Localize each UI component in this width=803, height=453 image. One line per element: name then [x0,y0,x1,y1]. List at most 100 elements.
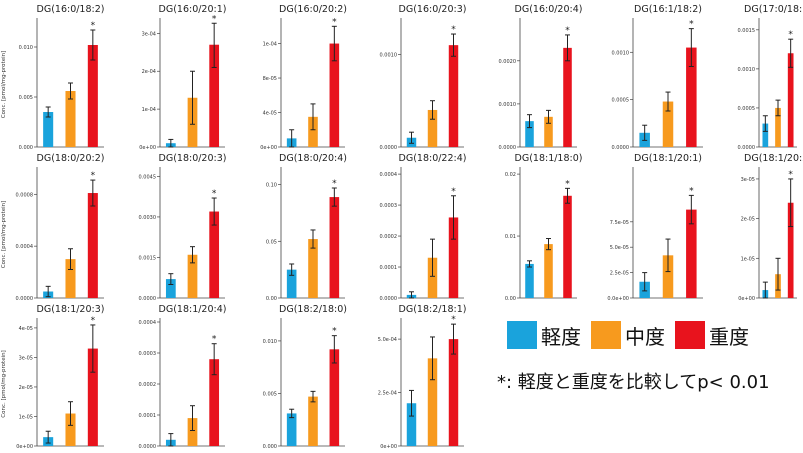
panel-title: DG(18:1/20:3) [37,304,105,315]
panel-1: DG(16:0/20:1) 0e+00 1e-04 2e-04 3e-04 * [139,4,226,151]
significance-star: * [91,21,96,31]
bar-mild [406,403,417,446]
significance-star: * [565,26,570,36]
panel-7: DG(18:0/20:2) 0.0000 0.0004 0.0008 * [16,153,105,302]
bar-moderate [65,413,76,446]
y-tick-label: 0.0003 [139,351,157,357]
bar-moderate [308,116,318,147]
legend-label-moderate: 中度 [625,324,665,349]
y-tick-label: 0.0045 [139,174,157,180]
panel-2: DG(16:0/20:2) 0e+00 4e-05 8e-05 1e-04 * [260,4,347,151]
y-tick-label: 0.0000 [380,145,398,151]
panel-15: DG(18:1/20:4) 0.0000 0.0001 0.0002 0.0003 0.0… [139,304,227,450]
significance-star: * [212,14,217,24]
bar-moderate [65,91,76,147]
significance-star: * [212,189,217,199]
legend-item-severe: 重度 [675,321,749,350]
significance-star: * [788,170,793,180]
y-tick-label: 0.0001 [139,413,157,419]
y-tick-label: 0.0004 [380,172,398,178]
y-tick-label: 0.10 [266,183,277,189]
y-tick-label: 0.05 [266,239,277,245]
panel-4: DG(16:0/20:4) 0.0000 0.0010 0.0020 * [499,4,583,151]
y-tick-label: 0.0000 [139,296,157,302]
bar-mild [286,269,297,298]
y-tick-label: 0.005 [263,391,277,397]
legend-item-moderate: 中度 [591,321,665,350]
y-tick-label: 0.0004 [16,244,34,250]
y-tick-label: 0.0008 [16,192,34,198]
y-tick-label: 8e-05 [263,76,277,82]
bar-mild [525,121,534,147]
y-tick-label: 2e-05 [19,385,33,391]
legend-swatch-moderate [591,321,621,349]
y-tick-label: 0e+00 [260,145,277,151]
bar-severe [448,339,459,446]
bar-moderate [544,244,553,298]
bar-moderate [187,254,198,298]
panel-5: DG(16:1/18:2) 0.0000 0.0005 0.0010 * [612,4,703,151]
panel-title: DG(18:1/18:0) [515,153,583,164]
panel-17: DG(18:2/18:1) 0e+00 2.5e-04 5.0e-04 * [378,304,467,450]
bar-severe [87,348,98,446]
bar-moderate [308,396,318,446]
y-tick-label: 0.0004 [139,320,157,326]
y-tick-label: 0e+00 [380,444,397,450]
panel-title: DG(18:0/22:4) [399,153,467,164]
y-tick-label: 0.0015 [139,255,157,261]
y-tick-label: 4e-05 [263,111,277,117]
bar-moderate [65,259,76,298]
y-tick-label: 0.0000 [380,296,398,302]
legend-label-severe: 重度 [709,324,749,349]
y-tick-label: 1e-04 [263,42,277,48]
y-tick-label: 0.0002 [139,382,157,388]
bar-mild [286,413,297,446]
y-tick-label: 0.0e+00 [607,296,629,302]
y-tick-label: 0e+00 [139,145,156,151]
y-tick-label: 2e-05 [741,217,755,223]
y-tick-label: 2.5e-05 [610,271,629,277]
y-tick-label: 0.0000 [139,444,157,450]
panel-13: DG(18:1/20:2) 0e+00 1e-05 2e-05 3e-05 * [738,153,803,302]
significance-star: * [332,327,337,337]
y-tick-label: 0.0010 [499,102,517,108]
panel-9: DG(18:0/20:4) 0.00 0.05 0.10 * [266,153,347,302]
y-tick-label: 0.0000 [16,296,34,302]
bar-moderate [662,255,674,298]
bar-severe [787,202,794,298]
y-tick-label: 2e-04 [142,69,156,75]
panel-14: DG(18:1/20:3) 0e+00 1e-05 2e-05 3e-05 4e-05 * [16,304,104,450]
y-tick-label: 1e-04 [142,107,156,113]
panel-16: DG(18:2/18:0) 0.000 0.005 0.010 * [263,304,347,450]
panel-3: DG(16:0/20:3) 0.0000 0.0010 * [380,4,467,151]
significance-star: * [565,179,570,189]
significance-note: *: 軽度と重度を比較してp< 0.01 [497,368,797,394]
bar-severe [448,217,459,298]
y-tick-label: 0.0000 [612,145,630,151]
panel-title: DG(16:0/20:1) [159,4,227,15]
bar-moderate [187,418,198,446]
significance-star: * [91,171,96,181]
y-tick-label: 3e-05 [741,177,755,183]
bar-mild [762,123,769,147]
bar-severe [563,195,572,298]
significance-star: * [689,186,694,196]
significance-star: * [451,315,456,325]
panel-6: DG(17:0/18:1) 0.0000 0.0005 0.0010 0.0015 * [738,4,803,151]
legend-swatch-mild [507,321,537,349]
bar-severe [787,53,794,147]
legend-swatch-severe [675,321,705,349]
significance-star: * [451,187,456,197]
bar-severe [87,193,98,298]
bar-moderate [775,107,781,147]
y-tick-label: 0.0001 [380,265,398,271]
legend-item-mild: 軽度 [507,321,581,350]
y-tick-label: 0.0005 [738,106,756,112]
bar-severe [209,44,220,147]
bar-severe [87,45,98,147]
panel-title: DG(18:1/20:2) [744,153,803,164]
panel-12: DG(18:1/20:1) 0.0e+00 2.5e-05 5.0e-05 7.5e-0… [607,153,703,302]
y-tick-label: 0.0030 [139,215,157,221]
y-tick-label: 0e+00 [738,296,755,302]
